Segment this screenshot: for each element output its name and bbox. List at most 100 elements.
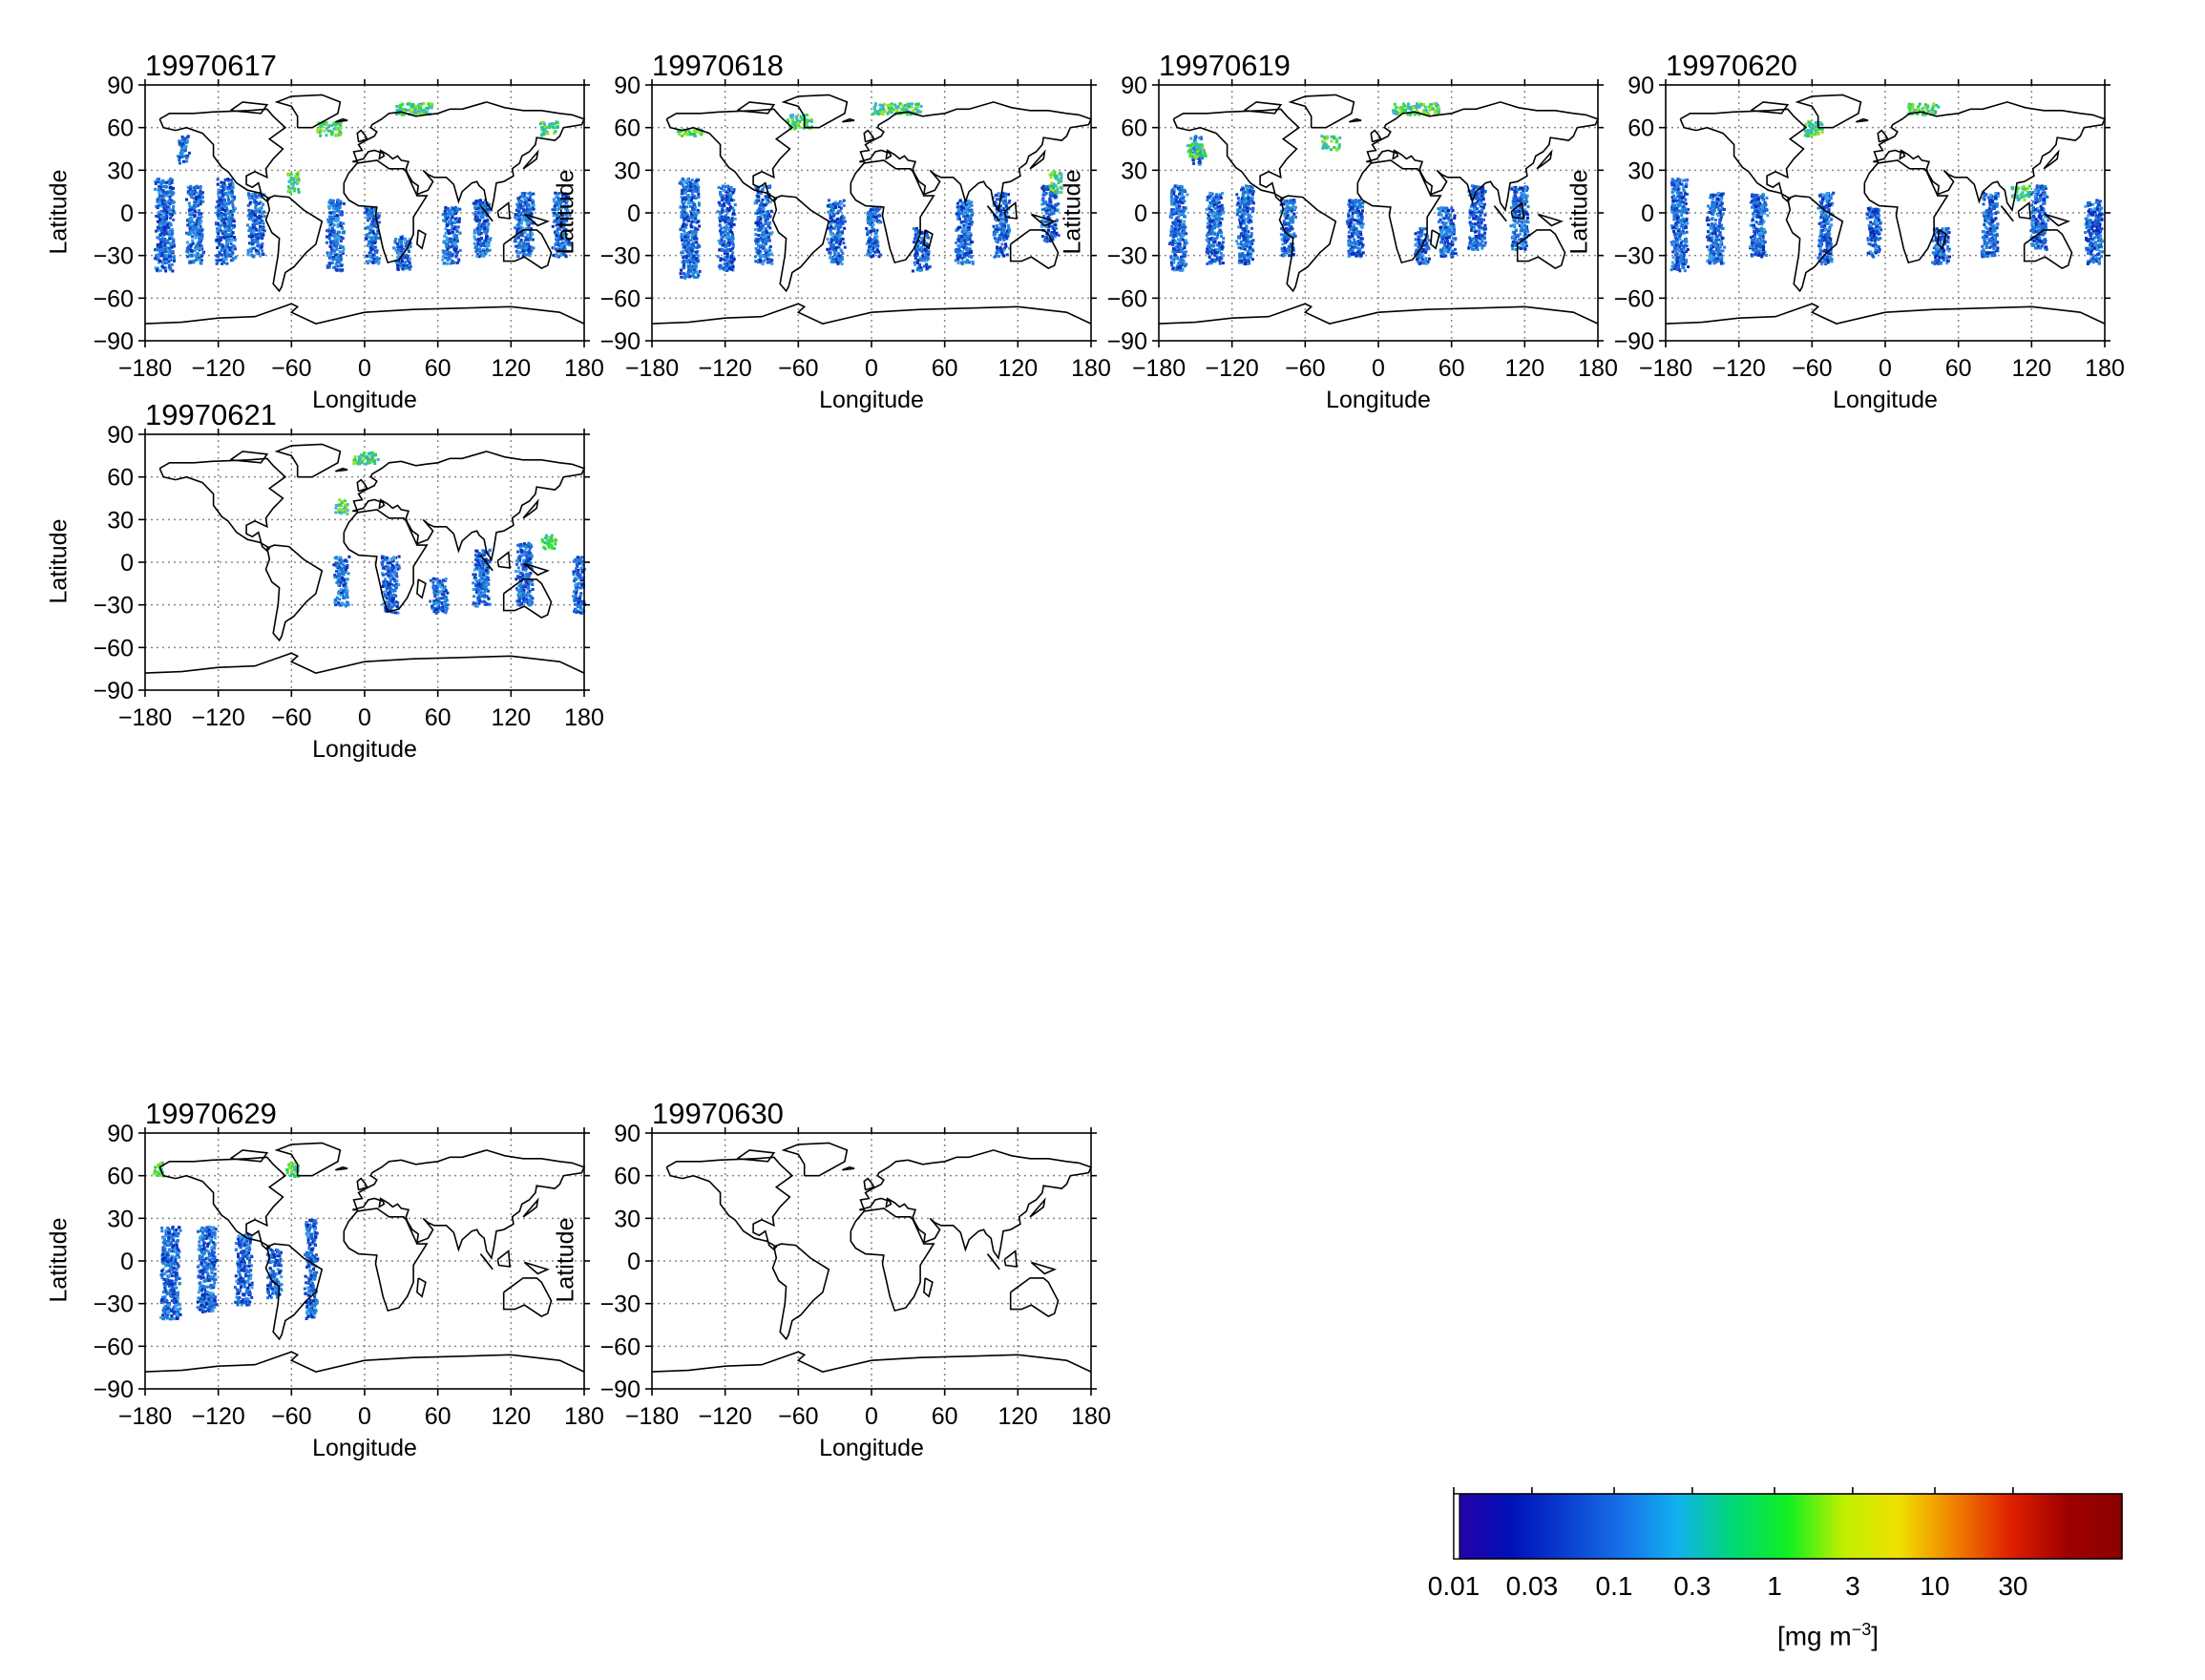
swath-pixel	[477, 220, 481, 224]
swath-pixel	[965, 214, 969, 218]
swath-pixel	[697, 201, 701, 205]
swath-pixel	[194, 233, 198, 237]
swath-pixel	[404, 244, 408, 248]
swath-pixel	[446, 247, 450, 251]
swath-pixel	[683, 190, 687, 194]
swath-pixel	[532, 203, 536, 207]
swath-pixel	[339, 259, 343, 262]
swath-pixel	[1059, 191, 1062, 195]
swath-pixel	[920, 259, 924, 262]
swath-pixel	[221, 218, 225, 221]
swath-pixel	[393, 241, 397, 244]
swath-pixel	[730, 238, 734, 242]
swath-pixel	[198, 216, 201, 220]
swath-pixel	[1006, 223, 1010, 227]
swath-pixel	[566, 195, 570, 199]
swath-pixel	[521, 204, 525, 208]
swath-pixel	[567, 239, 571, 242]
swath-pixel	[168, 210, 172, 214]
swath-pixel	[398, 240, 402, 243]
swath-pixel	[259, 254, 262, 258]
swath-pixel	[805, 120, 808, 124]
swath-pixel	[170, 250, 174, 254]
swath-pixel	[158, 204, 162, 208]
swath-pixel	[963, 211, 967, 215]
swath-pixel	[730, 220, 734, 223]
swath-pixel	[566, 204, 570, 208]
swath-pixel	[965, 253, 969, 257]
swath-pixel	[893, 103, 897, 107]
swath-pixel	[918, 248, 922, 252]
swath-pixel	[516, 251, 520, 255]
swath-pixel	[833, 200, 837, 204]
swath-pixel	[455, 253, 459, 257]
swath-pixel	[331, 226, 335, 230]
swath-pixel	[292, 180, 296, 184]
swath-pixel	[927, 257, 931, 261]
swath-pixel	[732, 211, 736, 215]
swath-pixel	[222, 181, 226, 185]
swath-pixel	[1004, 244, 1008, 248]
swath-pixel	[474, 213, 478, 217]
swath-pixel	[532, 192, 536, 196]
swath-pixel	[233, 256, 237, 260]
swath-pixel	[327, 253, 331, 257]
swath-pixel	[869, 211, 872, 215]
swath-pixel	[483, 199, 487, 202]
swath-pixel	[196, 233, 200, 237]
swath-pixel	[457, 258, 461, 262]
swath-pixel	[166, 250, 170, 254]
swath-pixel	[197, 212, 200, 216]
swath-pixel	[196, 243, 200, 247]
swath-pixel	[1042, 189, 1046, 193]
swath-pixel	[481, 213, 485, 217]
swath-pixel	[906, 102, 910, 106]
swath-pixel	[447, 256, 451, 260]
swath-pixel	[334, 214, 338, 218]
swath-pixel	[558, 220, 562, 223]
swath-pixel	[682, 271, 685, 275]
swath-pixel	[724, 249, 728, 253]
swath-pixel	[969, 233, 973, 237]
swath-pixel	[329, 222, 333, 226]
swath-pixel	[222, 212, 226, 216]
swath-pixel	[1044, 225, 1048, 229]
swath-pixel	[766, 261, 769, 264]
swath-pixel	[843, 220, 847, 223]
swath-pixel	[161, 223, 165, 227]
swath-pixel	[1045, 236, 1049, 240]
swath-pixel	[259, 233, 262, 237]
swath-pixel	[886, 112, 890, 116]
swath-pixel	[557, 213, 561, 217]
swath-pixel	[961, 242, 965, 246]
swath-pixel	[516, 236, 520, 240]
swath-pixel	[883, 110, 887, 114]
swath-pixel	[180, 154, 184, 158]
swath-pixel	[1040, 208, 1044, 212]
swath-pixel	[964, 205, 968, 209]
swath-pixel	[454, 227, 458, 231]
swath-pixel	[837, 223, 841, 227]
swath-pixel	[517, 242, 521, 245]
swath-pixel	[689, 225, 693, 229]
swath-pixel	[200, 220, 203, 223]
swath-pixel	[964, 215, 968, 219]
swath-pixel	[724, 208, 728, 212]
swath-pixel	[867, 213, 871, 217]
swath-pixel	[290, 181, 294, 185]
swath-pixel	[895, 107, 899, 111]
swath-pixel	[723, 243, 726, 247]
swath-pixel	[476, 240, 480, 243]
swath-pixel	[171, 230, 175, 234]
swath-pixel	[229, 220, 233, 223]
swath-pixel	[564, 213, 568, 217]
swath-pixel	[529, 212, 533, 216]
swath-pixel	[867, 249, 871, 253]
swath-pixel	[685, 213, 689, 217]
swath-pixel	[369, 248, 373, 252]
swath-pixel	[1049, 220, 1053, 223]
swath-pixel	[296, 170, 300, 174]
swath-pixel	[683, 239, 687, 242]
swath-pixel	[260, 245, 263, 249]
swath-pixel	[756, 220, 760, 224]
